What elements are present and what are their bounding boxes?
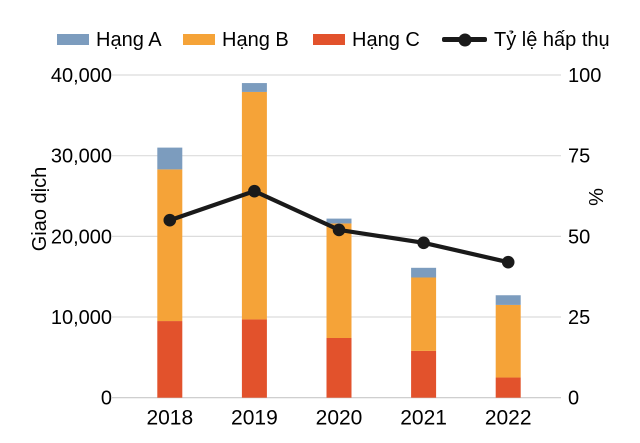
bar-segment-hang-b-2019 <box>241 91 267 320</box>
grade-c-legend-label: Hạng C <box>352 28 420 51</box>
legend-item-grade-a: Hạng A <box>57 26 162 53</box>
bar-segment-hang-a-2018 <box>157 147 183 170</box>
grade-c-swatch <box>313 34 345 45</box>
line-point-2021 <box>417 236 430 250</box>
legend-item-grade-c: Hạng C <box>313 26 420 53</box>
right-axis-tick-label: 0 <box>568 388 579 410</box>
bar-segment-hang-b-2021 <box>411 277 437 351</box>
right-axis-tick-label: 100 <box>568 65 601 87</box>
bar-segment-hang-c-2022 <box>495 377 521 398</box>
left-axis-tick-label: 40,000 <box>51 65 112 87</box>
legend: Hạng A Hạng B Hạng C Tỷ lệ hấp thụ <box>0 0 640 56</box>
grade-a-legend-label: Hạng A <box>96 28 162 51</box>
legend-item-grade-b: Hạng B <box>183 26 289 53</box>
absorption-rate-legend-label: Tỷ lệ hấp thụ <box>494 28 610 51</box>
bar-segment-hang-b-2020 <box>326 223 352 339</box>
x-axis-tick-label: 2019 <box>231 407 278 430</box>
x-axis-tick-label: 2018 <box>146 407 193 430</box>
x-axis-tick-label: 2022 <box>485 407 532 430</box>
right-axis-tick-label: 75 <box>568 146 590 168</box>
left-axis-tick-label: 30,000 <box>51 146 112 168</box>
line-point-2019 <box>248 184 261 198</box>
bar-segment-hang-a-2020 <box>326 218 352 224</box>
absorption-line-marker-icon <box>442 33 487 46</box>
grade-b-swatch <box>183 34 215 45</box>
bar-segment-hang-c-2019 <box>241 319 267 398</box>
x-axis-tick-label: 2020 <box>316 407 363 430</box>
legend-item-absorption-rate: Tỷ lệ hấp thụ <box>442 26 610 53</box>
bar-segment-hang-c-2021 <box>411 350 437 398</box>
bar-segment-hang-c-2018 <box>157 321 183 398</box>
x-axis-tick-label: 2021 <box>400 407 447 430</box>
line-point-2018 <box>163 213 177 227</box>
bar-segment-hang-a-2021 <box>411 267 437 278</box>
line-point-2022 <box>501 255 515 269</box>
bar-segment-hang-a-2019 <box>241 83 267 92</box>
bar-segment-hang-b-2018 <box>157 169 183 322</box>
bar-segment-hang-a-2022 <box>495 295 521 305</box>
right-axis-tick-label: 50 <box>568 226 590 248</box>
bar-segment-hang-b-2022 <box>495 304 521 378</box>
absorption-dot-icon <box>458 33 471 46</box>
grade-b-legend-label: Hạng B <box>222 28 289 51</box>
left-axis-tick-label: 20,000 <box>51 226 112 248</box>
grade-a-swatch <box>57 34 89 45</box>
line-point-2020 <box>332 223 346 237</box>
left-axis-tick-label: 10,000 <box>51 307 112 329</box>
right-axis-tick-label: 25 <box>568 307 590 329</box>
left-axis-tick-label: 0 <box>101 388 112 410</box>
bar-segment-hang-c-2020 <box>326 338 352 398</box>
